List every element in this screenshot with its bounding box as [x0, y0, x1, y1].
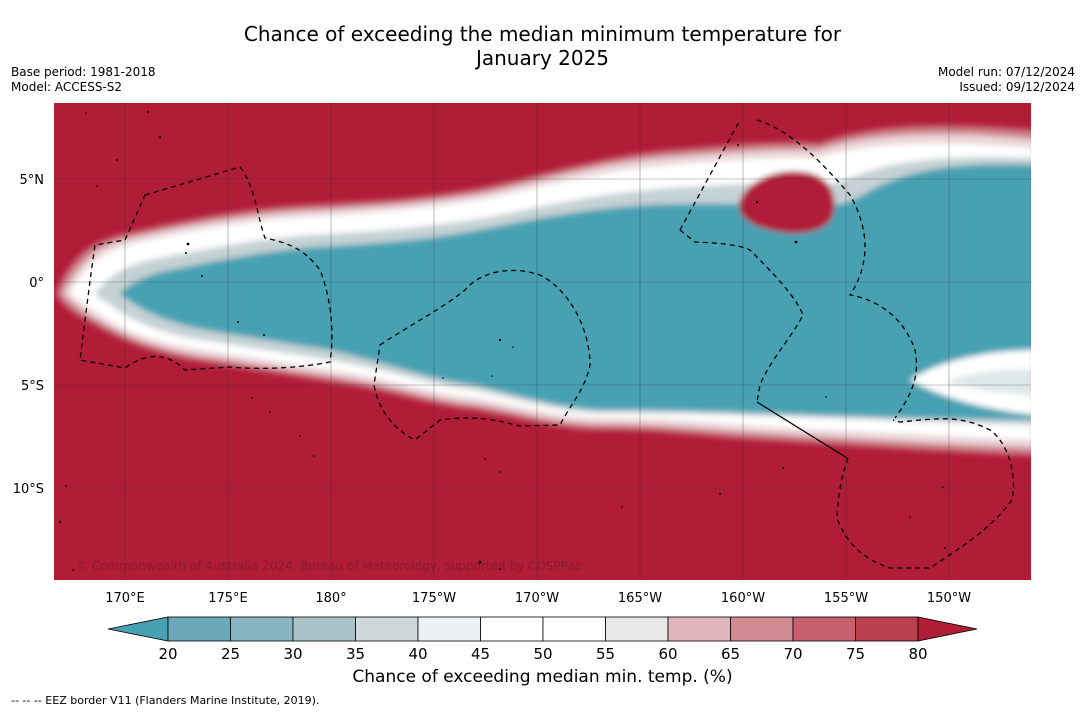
colorbar-tick-label: 60: [658, 645, 677, 663]
colorbar-segment: [230, 616, 294, 642]
colorbar-tick-label: 25: [221, 645, 240, 663]
colorbar-segment: [480, 616, 544, 642]
lon-label: 170°E: [105, 591, 145, 606]
colorbar-tick-label: 40: [408, 645, 427, 663]
colorbar-segment: [167, 616, 231, 642]
colorbar-tick-label: 75: [846, 645, 865, 663]
copyright-text: © Commonwealth of Australia 2024, Bureau…: [76, 559, 581, 573]
lon-labels: 170°E 175°E 180° 175°W 170°W 165°W 160°W…: [105, 591, 971, 606]
colorbar-segment: [667, 616, 731, 642]
meta-right: Model run: 07/12/2024 Issued: 09/12/2024: [938, 65, 1075, 95]
colorbar-tick-label: 50: [533, 645, 552, 663]
lat-labels: 5°N 0° 5°S 10°S: [13, 173, 44, 497]
colorbar: 20 25 30 35 40 45 50 55 60 65 70 75 80: [107, 616, 978, 663]
colorbar-tick-label: 70: [783, 645, 802, 663]
lon-label: 175°W: [412, 591, 456, 606]
colorbar-extend-high: [917, 616, 978, 642]
colorbar-segment: [855, 616, 919, 642]
colorbar-tick-label: 55: [596, 645, 615, 663]
lon-label: 160°W: [721, 591, 765, 606]
eez-solid-segment: [756, 401, 848, 459]
colorbar-tick-label: 20: [158, 645, 177, 663]
lat-label: 10°S: [13, 482, 44, 497]
meta-left: Base period: 1981-2018 Model: ACCESS-S2: [11, 65, 156, 95]
eez-line-islands: [679, 119, 918, 419]
colorbar-tick-label: 65: [721, 645, 740, 663]
colorbar-title: Chance of exceeding median min. temp. (%…: [352, 667, 733, 687]
colorbar-tick-label: 30: [283, 645, 302, 663]
eez-borders: [79, 119, 1015, 569]
colorbar-segment: [417, 616, 481, 642]
issued-date: Issued: 09/12/2024: [959, 80, 1075, 94]
lon-label: 155°W: [824, 591, 868, 606]
colorbar-segment: [355, 616, 419, 642]
graticule: [54, 103, 1031, 580]
lat-label: 5°N: [20, 173, 45, 188]
eez-cook-north: [836, 418, 1015, 569]
islands: [58, 111, 946, 571]
lat-label: 5°S: [21, 379, 44, 394]
colorbar-tick-label: 35: [346, 645, 365, 663]
lon-label: 150°W: [927, 591, 971, 606]
base-period: Base period: 1981-2018: [11, 65, 156, 79]
model-name: Model: ACCESS-S2: [11, 80, 123, 94]
chart-title: Chance of exceeding the median minimum t…: [0, 22, 1085, 70]
colorbar-segment: [292, 616, 356, 642]
colorbar-segment: [792, 616, 856, 642]
colorbar-extend-low: [107, 616, 169, 642]
eez-line-south: [679, 229, 804, 403]
colorbar-segment: [542, 616, 606, 642]
title-line-1: Chance of exceeding the median minimum t…: [243, 22, 842, 46]
colorbar-tick-label: 80: [908, 645, 927, 663]
eez-phoenix: [373, 269, 591, 441]
eez-tuvalu: [79, 166, 333, 371]
model-run: Model run: 07/12/2024: [937, 65, 1075, 79]
eez-legend: -- -- -- EEZ border V11 (Flanders Marine…: [11, 694, 320, 707]
colorbar-segment: [605, 616, 669, 642]
colorbar-segment: [730, 616, 794, 642]
map-area: © Commonwealth of Australia 2024, Bureau…: [54, 103, 1031, 580]
lat-label: 0°: [29, 276, 44, 291]
lon-label: 165°W: [618, 591, 662, 606]
lon-label: 175°E: [208, 591, 248, 606]
colorbar-tick-label: 45: [471, 645, 490, 663]
title-line-2: January 2025: [475, 46, 610, 70]
lon-label: 180°: [315, 591, 346, 606]
lon-label: 170°W: [515, 591, 559, 606]
